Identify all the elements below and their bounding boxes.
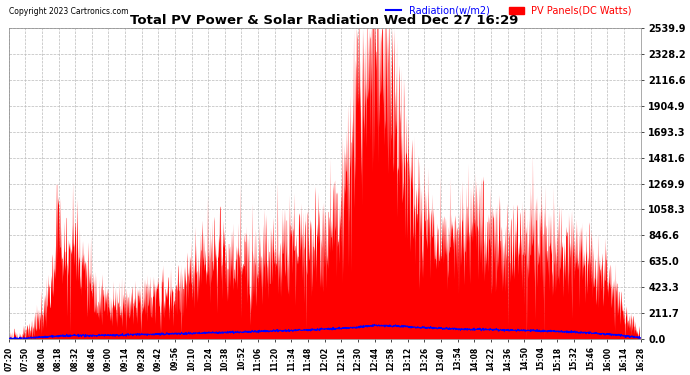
Title: Total PV Power & Solar Radiation Wed Dec 27 16:29: Total PV Power & Solar Radiation Wed Dec… [130,14,519,27]
Legend: Radiation(w/m2), PV Panels(DC Watts): Radiation(w/m2), PV Panels(DC Watts) [382,2,635,20]
Text: Copyright 2023 Cartronics.com: Copyright 2023 Cartronics.com [9,7,128,16]
